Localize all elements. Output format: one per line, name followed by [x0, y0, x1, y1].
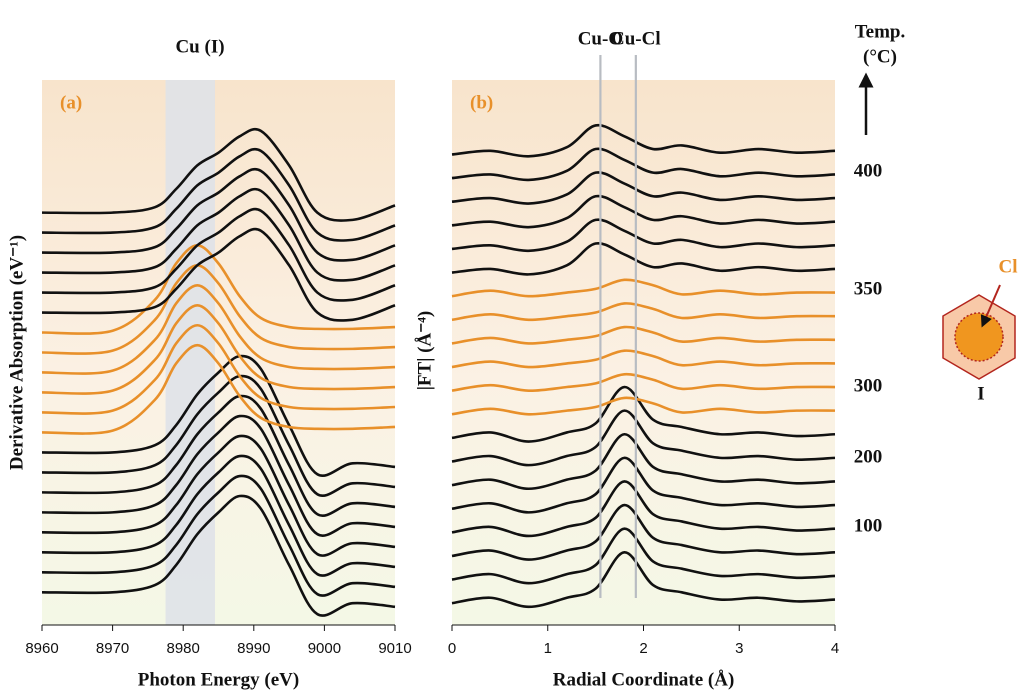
x-tick-label: 8990	[237, 640, 270, 657]
spectrum-line	[41, 434, 396, 557]
temp-label: 300	[854, 375, 883, 396]
spectrum-line	[451, 325, 836, 345]
spectrum-line	[451, 171, 836, 205]
spectrum-line	[41, 227, 396, 322]
spectrum-line	[41, 454, 396, 577]
core	[954, 312, 1004, 362]
spectrum-line	[451, 194, 836, 229]
spectrum-line	[451, 480, 836, 538]
spectrum-line	[451, 409, 836, 467]
spectrum-line	[41, 127, 396, 222]
x-tick-label: 8960	[25, 640, 58, 657]
temp-title: Temp.	[855, 21, 906, 42]
spectrum-line	[451, 349, 836, 369]
spectrum-line	[451, 551, 836, 609]
spectrum-line	[41, 187, 396, 282]
spectrum-line	[41, 343, 396, 435]
x-tick-label: 2	[639, 640, 647, 657]
spectrum-line	[451, 503, 836, 561]
spectrum-line	[41, 323, 396, 415]
chart-title: Cu (I)	[175, 36, 224, 57]
spectrum-line	[451, 302, 836, 322]
temp-label: 400	[854, 160, 883, 181]
reference-label: Cu-O	[578, 28, 623, 49]
x-tick-label: 8970	[96, 640, 129, 657]
spectrum-line	[41, 167, 396, 262]
shell-label: Cl	[999, 256, 1018, 277]
temp-label: 100	[854, 515, 883, 536]
spectrum-line	[41, 354, 396, 477]
spectrum-line	[41, 303, 396, 395]
reference-label: Cu-Cl	[611, 28, 661, 49]
spectrum-line	[451, 218, 836, 253]
spectrum-line	[451, 456, 836, 514]
y-axis-label: |FT| (Å⁻⁴)	[414, 311, 435, 391]
spectrum-line	[41, 494, 396, 617]
spectrum-line	[451, 432, 836, 491]
spectrum-line	[41, 414, 396, 537]
temp-title: (°C)	[863, 46, 897, 67]
x-tick-label: 0	[448, 640, 456, 657]
x-tick-label: 3	[735, 640, 743, 657]
spectrum-line	[451, 372, 836, 392]
spectrum-line	[41, 147, 396, 242]
y-axis-label: Derivative Absorption (eV⁻¹)	[6, 235, 27, 470]
spectrum-line	[41, 283, 396, 375]
spectrum-line	[41, 207, 396, 302]
temperature-scale: Temp. (°C) 400 350 300 200 100	[854, 21, 906, 536]
spectrum-line	[451, 241, 836, 276]
spectrum-line	[451, 527, 836, 585]
x-axis-label: Photon Energy (eV)	[138, 669, 299, 690]
x-tick-label: 9000	[308, 640, 341, 657]
spectrum-line	[451, 123, 836, 158]
pointer-arrow	[980, 284, 1001, 328]
spectrum-line	[41, 244, 396, 335]
spectrum-line	[451, 396, 836, 416]
spectrum-line	[41, 394, 396, 517]
panel-label: (b)	[470, 92, 493, 113]
x-tick-label: 4	[831, 640, 839, 657]
temp-label: 200	[854, 446, 883, 467]
x-tick-label: 1	[544, 640, 552, 657]
particle-icon: Cl I	[942, 256, 1018, 404]
spectrum-line	[41, 474, 396, 597]
temp-label: 350	[854, 278, 883, 299]
spectrum-line	[41, 264, 396, 355]
x-tick-label: 9010	[378, 640, 411, 657]
icon-name: I	[977, 383, 984, 404]
spectrum-line	[41, 374, 396, 497]
spectrum-line	[451, 147, 836, 182]
x-axis-label: Radial Coordinate (Å)	[553, 669, 735, 690]
x-tick-label: 8980	[167, 640, 200, 657]
spectrum-line	[451, 278, 836, 298]
panel-label: (a)	[60, 92, 82, 113]
